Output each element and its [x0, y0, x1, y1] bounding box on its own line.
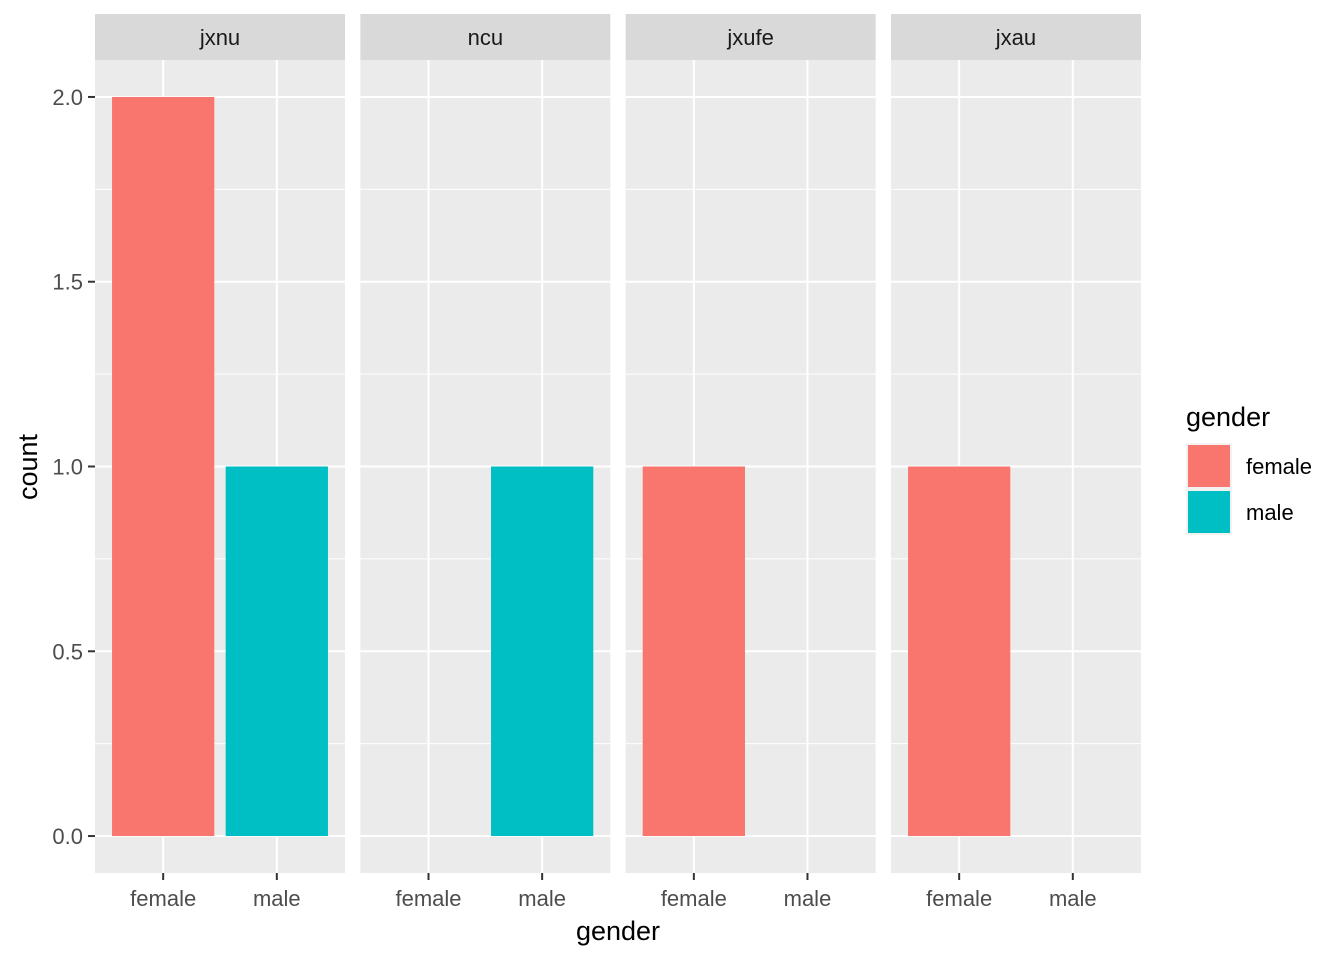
x-tick-label: male: [784, 886, 832, 911]
facet-strip: [625, 14, 876, 60]
x-tick-label: male: [518, 886, 566, 911]
facet-strip: [360, 14, 611, 60]
x-tick-label: female: [130, 886, 196, 911]
facet-panel-jxufe: jxufe female male: [625, 14, 876, 911]
legend-key-male: [1188, 491, 1230, 533]
bar-jxnu-female: [112, 96, 215, 837]
y-tick-label: 1.0: [52, 455, 83, 480]
facet-strip-label: jxnu: [199, 25, 240, 50]
x-tick-label: male: [253, 886, 301, 911]
y-tick-label: 1.5: [52, 270, 83, 295]
y-axis-title: count: [13, 433, 43, 500]
facet-panel-jxau: jxau female male: [890, 14, 1141, 911]
legend-title: gender: [1186, 402, 1270, 432]
x-tick-label: male: [1049, 886, 1097, 911]
facet-strip-label: ncu: [468, 25, 503, 50]
legend-key-female: [1188, 445, 1230, 487]
x-axis-title: gender: [576, 916, 660, 946]
facet-panels: jxnu female male ncu female male jxufe female ma…: [95, 14, 1141, 911]
y-tick-label: 0.5: [52, 639, 83, 664]
x-tick-label: female: [926, 886, 992, 911]
bar-ncu-male: [491, 466, 594, 837]
legend: gender female male: [1186, 402, 1312, 535]
y-axis: 0.0 0.5 1.0 1.5 2.0: [52, 85, 95, 849]
bar-jxnu-male: [225, 466, 328, 837]
facet-panel-jxnu: jxnu female male: [95, 14, 345, 911]
facet-strip-label: jxufe: [726, 25, 773, 50]
x-tick-label: female: [661, 886, 727, 911]
facet-strip: [890, 14, 1141, 60]
x-tick-label: female: [395, 886, 461, 911]
facet-panel-ncu: ncu female male: [360, 14, 611, 911]
bar-jxau-female: [908, 466, 1011, 837]
legend-label-male: male: [1246, 500, 1294, 525]
facet-strip: [95, 14, 345, 60]
facet-strip-label: jxau: [995, 25, 1036, 50]
legend-label-female: female: [1246, 454, 1312, 479]
y-tick-label: 0.0: [52, 824, 83, 849]
bar-jxufe-female: [642, 466, 745, 837]
y-tick-label: 2.0: [52, 85, 83, 110]
